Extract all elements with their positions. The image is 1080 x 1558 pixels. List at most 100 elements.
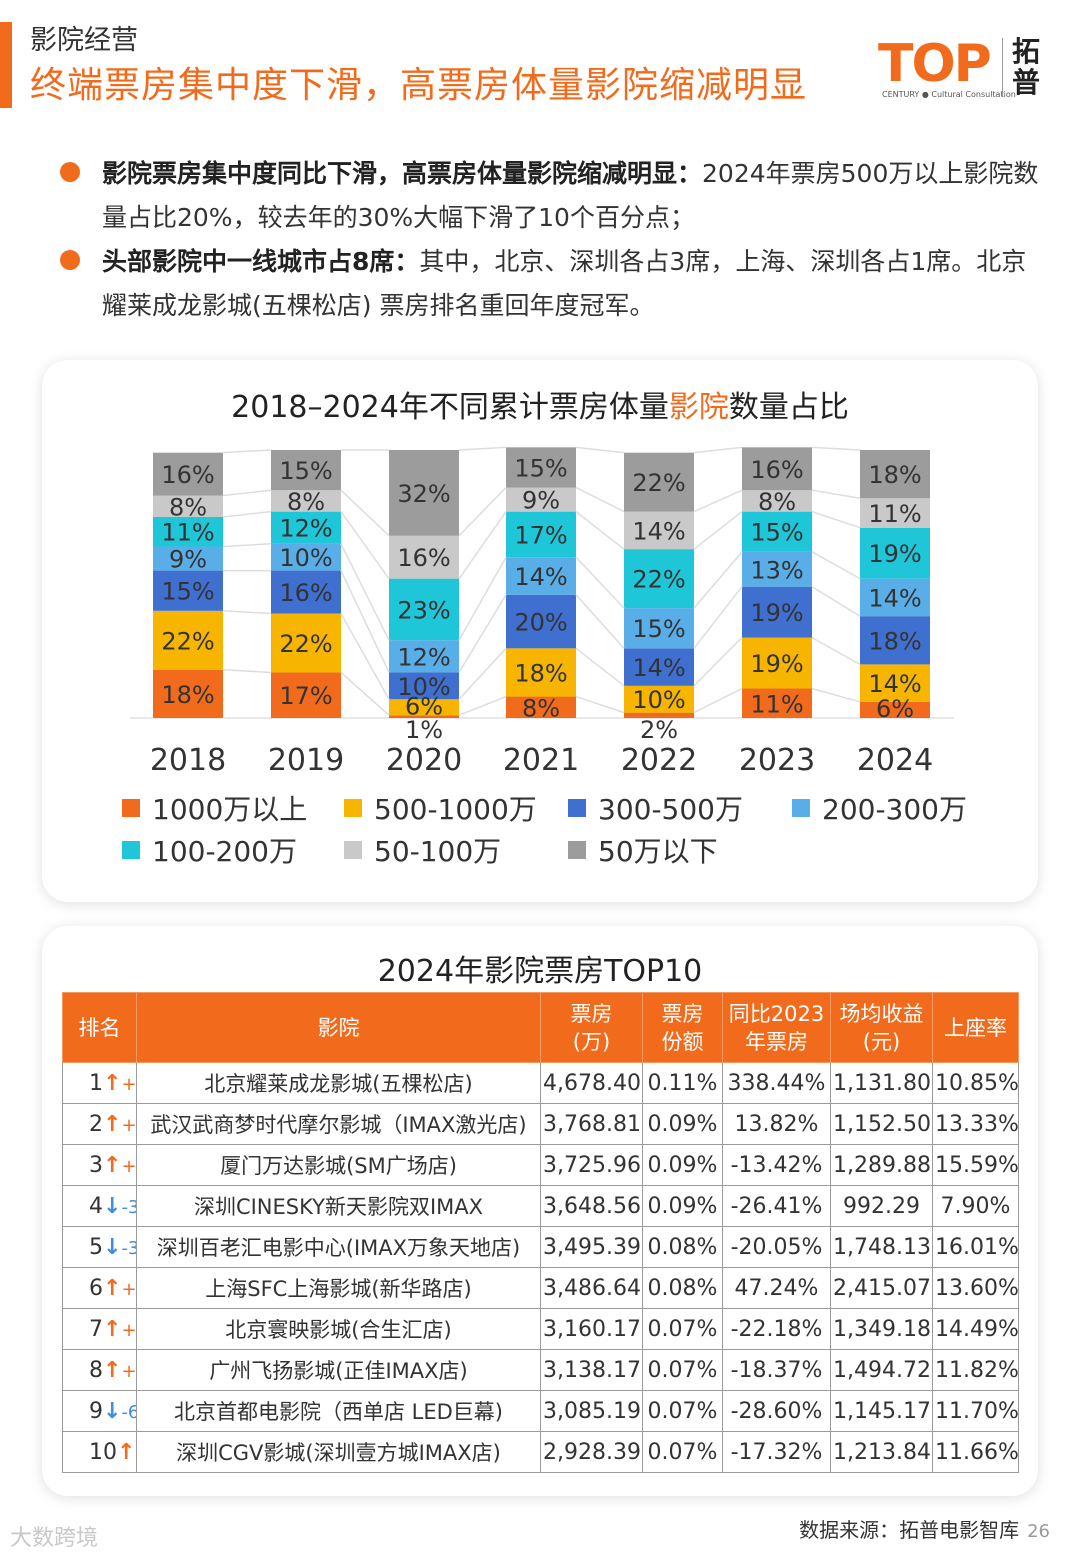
series-connector bbox=[222, 610, 272, 615]
data-label: 22% bbox=[279, 630, 332, 658]
rank-number: 7 bbox=[89, 1316, 103, 1342]
occupancy-cell: 7.90% bbox=[932, 1185, 1019, 1227]
arrow-up-icon: ↑ bbox=[103, 1111, 122, 1137]
x-tick-label: 2021 bbox=[503, 743, 579, 778]
series-connector bbox=[693, 551, 743, 609]
box-office-cell: 3,495.39 bbox=[540, 1226, 643, 1268]
bar-segment bbox=[742, 511, 812, 552]
rank-change: +1 bbox=[121, 1319, 137, 1341]
data-label: 23% bbox=[397, 596, 450, 624]
share-cell: 0.09% bbox=[642, 1185, 723, 1227]
cinema-name-cell: 广州飞扬影城(正佳IMAX店) bbox=[136, 1349, 541, 1391]
table-row: 6↑+90上海SFC上海影城(新华路店)3,486.640.08%47.24%2… bbox=[62, 1267, 1019, 1309]
data-label: 9% bbox=[522, 487, 560, 515]
bar-segment bbox=[506, 487, 576, 512]
bar-segment bbox=[389, 640, 459, 673]
bar-segment bbox=[624, 608, 694, 649]
bar-segment bbox=[506, 557, 576, 595]
table-row: 8↑+2广州飞扬影城(正佳IMAX店)3,138.170.07%-18.37%1… bbox=[62, 1349, 1019, 1391]
series-connector bbox=[340, 543, 390, 641]
avg-revenue-cell: 992.29 bbox=[830, 1185, 933, 1227]
series-connector bbox=[458, 446, 507, 451]
bar-segment bbox=[860, 578, 930, 617]
arrow-up-icon: ↑ bbox=[103, 1275, 122, 1301]
series-connector bbox=[575, 446, 625, 454]
occupancy-cell: 15.59% bbox=[932, 1144, 1019, 1186]
series-connector bbox=[458, 556, 507, 641]
table-header-cell: 票房 份额 bbox=[642, 992, 723, 1063]
x-tick-label: 2024 bbox=[857, 743, 933, 778]
bullet-dot-icon bbox=[60, 250, 80, 270]
bar-segment bbox=[742, 688, 812, 718]
yoy-cell: -28.60% bbox=[722, 1390, 831, 1432]
bar-segment bbox=[271, 613, 341, 673]
occupancy-cell: 13.60% bbox=[932, 1267, 1019, 1309]
arrow-up-icon: ↑ bbox=[103, 1357, 122, 1383]
table-row: 5↓-3深圳百老汇电影中心(IMAX万象天地店)3,495.390.08%-20… bbox=[62, 1226, 1019, 1268]
rank-change: +19 bbox=[121, 1114, 137, 1136]
rank-cell: 4↓-3 bbox=[62, 1185, 137, 1227]
stacked-bar-chart: 18%22%15%9%11%8%16%201817%22%16%10%12%8%… bbox=[130, 446, 954, 778]
series-connector bbox=[340, 613, 390, 700]
avg-revenue-cell: 1,213.84 bbox=[830, 1431, 933, 1473]
bar-segment bbox=[153, 610, 223, 670]
data-label: 16% bbox=[750, 456, 803, 484]
series-connector bbox=[693, 637, 743, 687]
legend-label: 100-200万 bbox=[152, 835, 297, 868]
data-label: 14% bbox=[868, 584, 921, 612]
occupancy-cell: 11.70% bbox=[932, 1390, 1019, 1432]
cinema-name-cell: 上海SFC上海影城(新华路店) bbox=[136, 1267, 541, 1309]
data-label: 14% bbox=[868, 670, 921, 698]
data-label: 32% bbox=[397, 480, 450, 508]
cinema-name-cell: 深圳百老汇电影中心(IMAX万象天地店) bbox=[136, 1226, 541, 1268]
x-tick-label: 2019 bbox=[268, 743, 344, 778]
arrow-up-icon: ↑ bbox=[103, 1152, 122, 1178]
series-connector bbox=[811, 586, 861, 617]
data-label: 11% bbox=[750, 690, 803, 718]
table-row: 9↓-6北京首都电影院（西单店 LED巨幕)3,085.190.07%-28.6… bbox=[62, 1390, 1019, 1432]
share-cell: 0.07% bbox=[642, 1308, 723, 1350]
chart-title-highlight: 影院 bbox=[668, 390, 729, 425]
legend-label: 1000万以上 bbox=[152, 793, 308, 826]
series-connector bbox=[458, 486, 507, 537]
series-connector bbox=[811, 510, 861, 529]
chart-title: 2018–2024年不同累计票房体量影院数量占比 bbox=[42, 382, 1038, 426]
rank-number: 9 bbox=[89, 1398, 103, 1424]
section-label: 影院经营 bbox=[30, 25, 138, 56]
bar-segment bbox=[153, 517, 223, 547]
rank-cell: 7↑+1 bbox=[62, 1308, 137, 1350]
series-connector bbox=[458, 647, 507, 700]
series-connector bbox=[222, 510, 272, 518]
bar-segment bbox=[389, 578, 459, 641]
series-connector bbox=[340, 511, 390, 580]
series-connector bbox=[575, 594, 625, 649]
bar-segment bbox=[860, 450, 930, 499]
data-label: 18% bbox=[868, 461, 921, 489]
yoy-cell: -26.41% bbox=[722, 1185, 831, 1227]
legend-item: 300-500万 bbox=[568, 788, 743, 828]
series-connector bbox=[811, 446, 861, 451]
source-text: 数据来源：拓普电影智库 bbox=[799, 1518, 1020, 1542]
data-label: 16% bbox=[279, 579, 332, 607]
legend-item: 500-1000万 bbox=[344, 788, 537, 828]
legend-item: 50万以下 bbox=[568, 830, 718, 870]
bullet-item: 影院票房集中度同比下滑，高票房体量影院缩减明显：2024年票房500万以上影院数… bbox=[58, 152, 1048, 240]
data-label: 16% bbox=[397, 544, 450, 572]
avg-revenue-cell: 1,152.50 bbox=[830, 1103, 933, 1145]
page-number: 26 bbox=[1027, 1521, 1050, 1542]
yoy-cell: -17.32% bbox=[722, 1431, 831, 1473]
series-connector bbox=[811, 551, 861, 580]
data-label: 8% bbox=[758, 488, 796, 516]
rank-number: 5 bbox=[89, 1234, 103, 1260]
bullet-text: 其中，北京、深圳各占3席，上海、深圳各占1席。北京耀莱成龙影城(五棵松店) 票房… bbox=[102, 247, 1027, 320]
data-source: 数据来源：拓普电影智库 26 bbox=[799, 1514, 1050, 1543]
watermark: 大数跨境 bbox=[10, 1526, 99, 1551]
rank-number: 3 bbox=[89, 1152, 103, 1178]
series-connector bbox=[693, 489, 743, 513]
bar-segment bbox=[742, 447, 812, 491]
rank-number: 2 bbox=[89, 1111, 103, 1137]
bar-segment bbox=[742, 586, 812, 638]
rank-change: -6 bbox=[121, 1401, 135, 1423]
data-label: 1% bbox=[405, 716, 443, 744]
table-row: 4↓-3深圳CINESKY新天影院双IMAX3,648.560.09%-26.4… bbox=[62, 1185, 1019, 1227]
